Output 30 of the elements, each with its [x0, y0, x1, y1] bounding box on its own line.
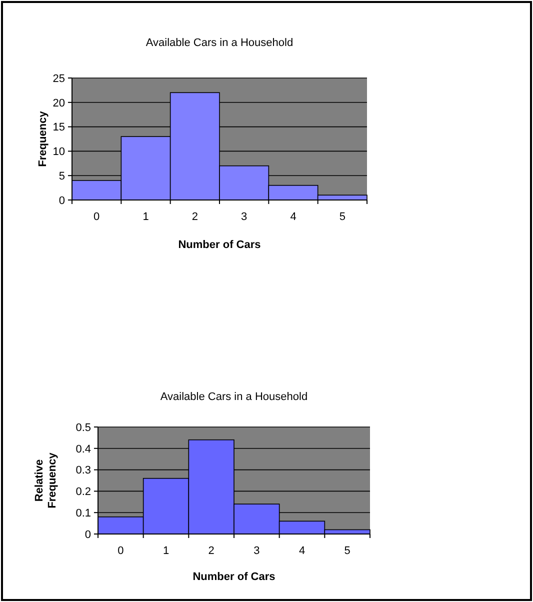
- y-axis-title: Relative Frequency: [34, 452, 58, 508]
- y-tick-label: 0.3: [76, 464, 91, 477]
- x-tick-label: 0: [118, 545, 124, 557]
- y-tick-label: 15: [52, 122, 65, 134]
- x-tick-label: 0: [94, 211, 100, 223]
- y-tick-label: 0.5: [76, 422, 91, 434]
- y-tick-label: 20: [52, 97, 65, 110]
- y-tick-label: 10: [52, 146, 65, 158]
- x-tick-label: 5: [339, 211, 346, 223]
- y-tick-label: 0.4: [76, 443, 91, 456]
- chart-title: Available Cars in a Household: [160, 391, 308, 403]
- x-tick-label: 2: [192, 211, 198, 223]
- x-tick-label: 5: [344, 545, 350, 557]
- y-tick-label: 0: [58, 194, 65, 207]
- x-tick-label: 3: [241, 211, 248, 223]
- x-axis-title: Number of Cars: [178, 239, 261, 251]
- y-tick-label: 25: [52, 72, 65, 85]
- y-axis-title: Frequency: [36, 110, 49, 167]
- y-tick-label: 0.1: [76, 507, 91, 520]
- y-tick-label: 0: [84, 528, 91, 541]
- x-axis-title: Number of Cars: [192, 571, 276, 583]
- x-tick-label: 4: [290, 211, 296, 223]
- chart-title: Available Cars in a Household: [146, 37, 294, 49]
- x-tick-label: 1: [162, 545, 170, 557]
- y-tick-label: 5: [58, 170, 65, 182]
- x-tick-label: 3: [254, 545, 260, 557]
- y-tick-label: 0.2: [76, 486, 91, 498]
- x-tick-label: 1: [142, 211, 149, 223]
- x-tick-label: 4: [298, 545, 306, 557]
- x-tick-label: 2: [208, 545, 214, 557]
